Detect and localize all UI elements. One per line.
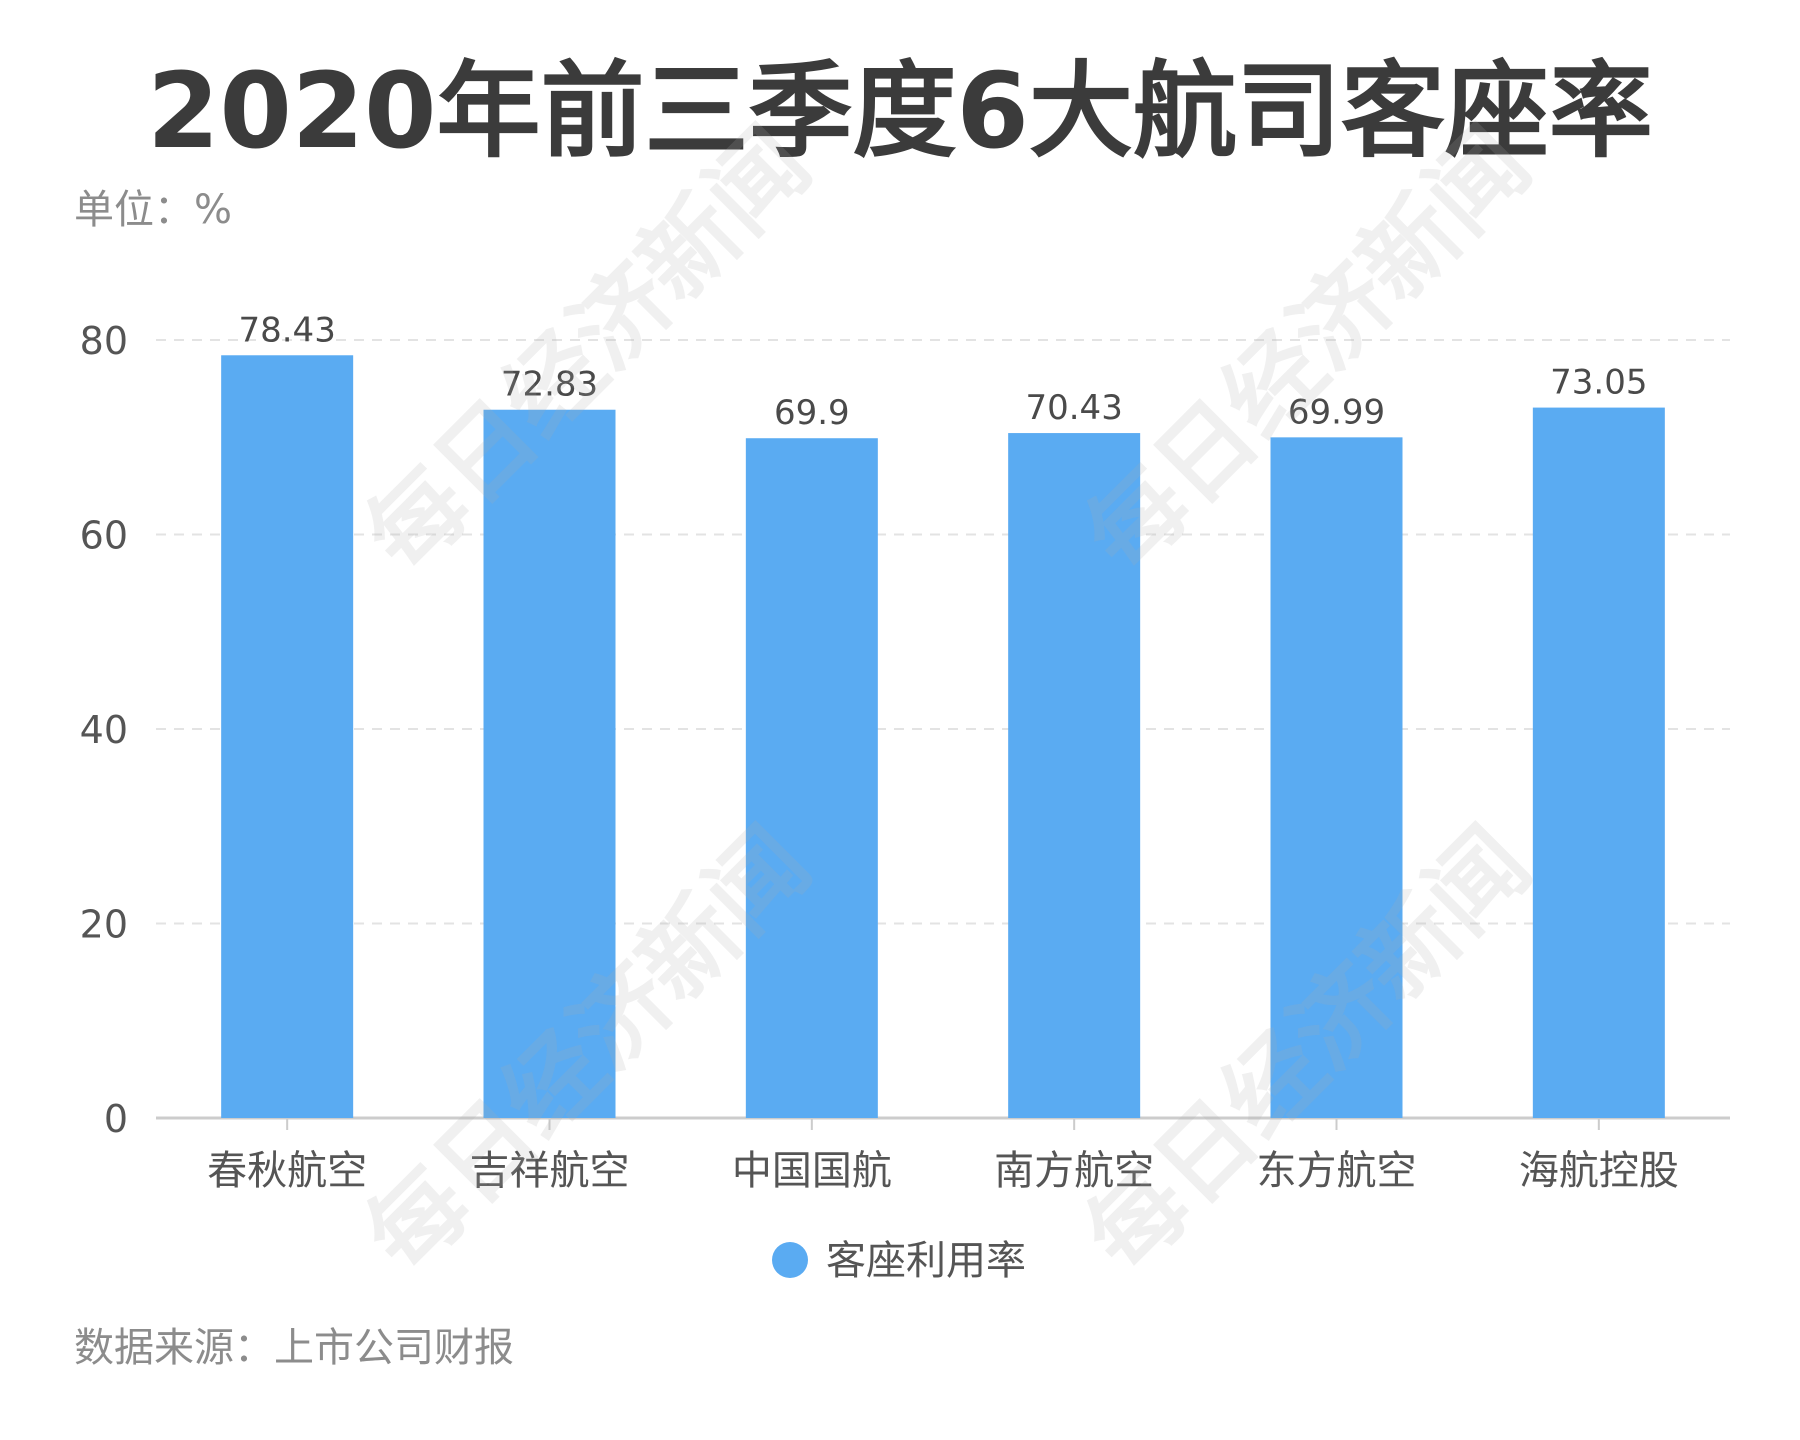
legend-label: 客座利用率 bbox=[826, 1238, 1026, 1284]
bar bbox=[1008, 433, 1141, 1118]
x-tick-label: 吉祥航空 bbox=[470, 1148, 630, 1194]
bar bbox=[745, 438, 878, 1118]
unit-label: 单位：% bbox=[74, 187, 233, 233]
y-tick-label: 60 bbox=[80, 514, 128, 558]
x-tick-label: 海航控股 bbox=[1519, 1148, 1679, 1194]
x-tick-label: 南方航空 bbox=[994, 1148, 1154, 1194]
legend-marker bbox=[772, 1242, 808, 1278]
y-tick-label: 0 bbox=[104, 1097, 128, 1141]
x-tick-label: 中国国航 bbox=[732, 1148, 892, 1194]
bar-value-label: 69.9 bbox=[774, 393, 850, 433]
x-tick-label: 东方航空 bbox=[1257, 1148, 1417, 1194]
y-tick-label: 80 bbox=[80, 319, 128, 363]
source-label: 数据来源：上市公司财报 bbox=[74, 1325, 514, 1371]
bar-value-label: 69.99 bbox=[1288, 392, 1385, 432]
chart-title: 2020年前三季度6大航司客座率 bbox=[147, 50, 1653, 172]
bar-value-label: 70.43 bbox=[1025, 388, 1122, 428]
bar bbox=[1270, 437, 1403, 1118]
bar-value-label: 73.05 bbox=[1550, 363, 1647, 403]
bar bbox=[1532, 407, 1665, 1118]
bar bbox=[221, 355, 354, 1118]
bar bbox=[483, 409, 616, 1118]
x-tick-label: 春秋航空 bbox=[207, 1148, 367, 1194]
bar-value-label: 78.43 bbox=[238, 310, 335, 350]
y-tick-label: 20 bbox=[80, 903, 128, 947]
y-tick-label: 40 bbox=[80, 708, 128, 752]
bar-value-label: 72.83 bbox=[501, 365, 598, 405]
